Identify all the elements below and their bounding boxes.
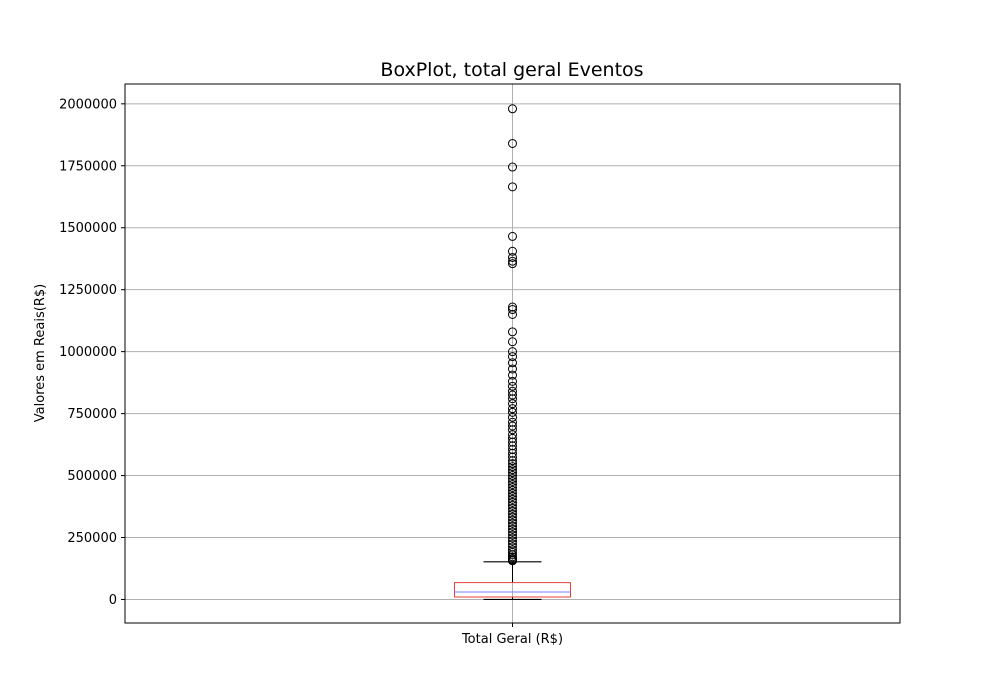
outlier-point xyxy=(508,421,517,431)
outlier-point xyxy=(508,104,517,114)
outlier-point xyxy=(508,509,517,519)
outlier-point xyxy=(508,305,517,315)
y-tick-label: 2000000 xyxy=(59,97,117,112)
outlier-point xyxy=(508,482,517,492)
y-tick-label: 500000 xyxy=(67,469,117,484)
outlier-point xyxy=(508,430,517,440)
outlier-point xyxy=(508,302,517,312)
outlier-point xyxy=(508,556,517,566)
outlier-point xyxy=(508,476,517,486)
outlier-point xyxy=(508,390,517,400)
outlier-point xyxy=(508,404,517,414)
outlier-point xyxy=(508,309,517,319)
outlier-point xyxy=(508,182,517,192)
outlier-point xyxy=(508,518,517,528)
outlier-point xyxy=(508,485,517,495)
outlier-point xyxy=(508,407,517,417)
outlier-point xyxy=(508,491,517,501)
y-axis: 0 250000 500000 750000 1000000 1250000 1500000… xyxy=(59,97,125,608)
outlier-point xyxy=(508,452,517,462)
x-tick-label: Total Geral (R$) xyxy=(461,632,563,647)
outlier-point xyxy=(508,412,517,422)
outlier-point xyxy=(508,479,517,489)
outlier-point xyxy=(508,471,517,481)
y-tick-label: 1500000 xyxy=(59,221,117,236)
outlier-point xyxy=(508,231,517,241)
outlier-point xyxy=(508,474,517,484)
outlier-point xyxy=(508,465,517,475)
outlier-point xyxy=(508,376,517,386)
y-tick-label: 1750000 xyxy=(59,159,117,174)
outlier-point xyxy=(508,437,517,447)
outlier-point xyxy=(508,246,517,256)
outlier-point xyxy=(508,337,517,347)
outlier-point xyxy=(508,358,517,368)
outlier-point xyxy=(508,512,517,522)
outlier-point xyxy=(508,252,517,262)
outlier-point xyxy=(508,459,517,469)
outlier-point xyxy=(508,497,517,507)
outlier-point xyxy=(508,399,517,409)
outlier-point xyxy=(508,468,517,478)
y-tick-label: 250000 xyxy=(67,531,117,546)
outlier-point xyxy=(508,425,517,435)
outlier-point xyxy=(508,488,517,498)
outlier-point xyxy=(508,352,517,362)
outlier-point xyxy=(508,256,517,266)
outlier-point xyxy=(508,515,517,525)
outlier-point xyxy=(508,500,517,510)
outlier-point xyxy=(508,394,517,404)
x-axis: Total Geral (R$) xyxy=(461,623,563,647)
outlier-point xyxy=(508,456,517,466)
outlier-point xyxy=(508,417,517,427)
outlier-point xyxy=(508,545,517,555)
outlier-point xyxy=(508,327,517,337)
outlier-point xyxy=(508,162,517,172)
outlier-point xyxy=(508,441,517,451)
iqr-box xyxy=(454,582,571,598)
chart-title: BoxPlot, total geral Eventos xyxy=(380,59,643,81)
outlier-point xyxy=(508,533,517,543)
y-tick-label: 750000 xyxy=(67,407,117,422)
outlier-point xyxy=(508,503,517,513)
y-tick-label: 1250000 xyxy=(59,283,117,298)
y-axis-label: Valores em Reais(R$) xyxy=(33,284,48,422)
outlier-point xyxy=(508,259,517,269)
outlier-point xyxy=(508,521,517,531)
box-layer xyxy=(454,561,571,601)
outlier-point xyxy=(508,364,517,374)
outlier-point xyxy=(508,448,517,458)
outlier-point xyxy=(508,445,517,455)
y-tick-label: 0 xyxy=(109,593,117,608)
outliers xyxy=(508,104,517,566)
outlier-point xyxy=(508,462,517,472)
outlier-point xyxy=(508,138,517,148)
outlier-point xyxy=(508,530,517,540)
outlier-point xyxy=(508,386,517,396)
outlier-point xyxy=(508,433,517,443)
outlier-point xyxy=(508,381,517,391)
outlier-point xyxy=(508,370,517,380)
outlier-point xyxy=(508,494,517,504)
outlier-point xyxy=(508,536,517,546)
outlier-point xyxy=(508,524,517,534)
y-tick-label: 1000000 xyxy=(59,345,117,360)
outlier-point xyxy=(508,506,517,516)
outlier-point xyxy=(508,347,517,357)
outlier-point xyxy=(508,527,517,537)
